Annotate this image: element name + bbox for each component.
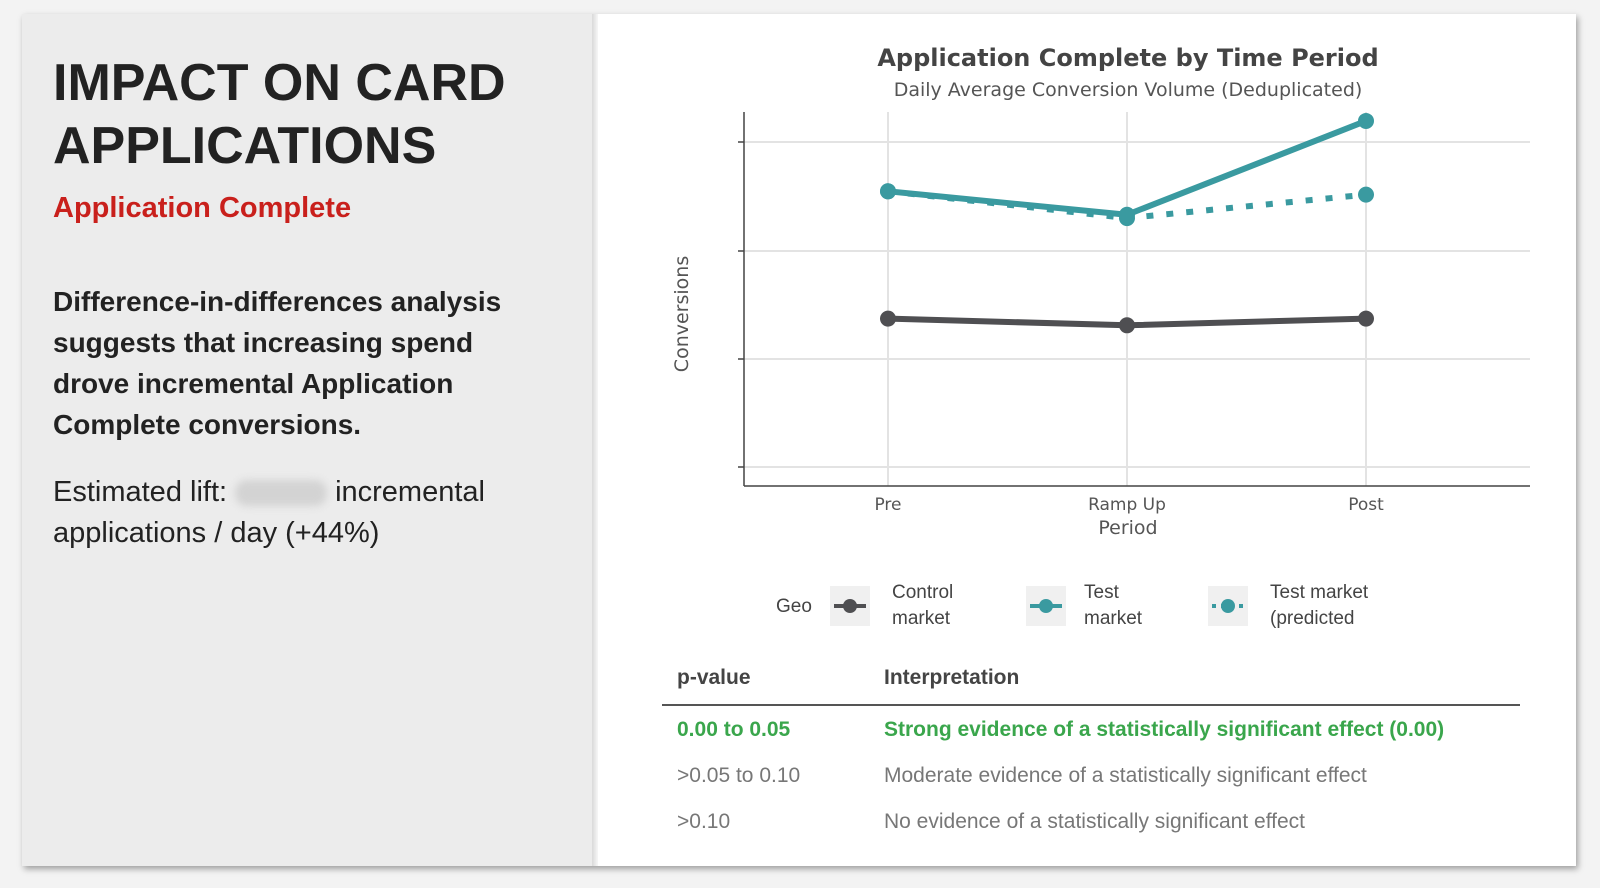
summary-text: Difference-in-differences analysis sugge…	[53, 286, 502, 440]
line-chart: Application Complete by Time Period Dail…	[671, 44, 1530, 539]
legend-label-test-predicted: Test market (predicted	[1270, 582, 1369, 629]
redacted-value	[235, 480, 328, 507]
panel-divider	[592, 14, 598, 866]
legend-key-test-predicted	[1208, 586, 1248, 626]
legend-label-test: Test market	[1084, 582, 1143, 629]
legend-key-test	[1026, 586, 1066, 626]
data-point-test-predicted	[1358, 186, 1374, 203]
data-point-test	[880, 183, 896, 200]
slide: IMPACT ON CARD APPLICATIONS Application …	[22, 14, 1576, 866]
table-row-3-text: No evidence of a statistically significa…	[884, 810, 1305, 833]
data-point-test	[1119, 206, 1135, 223]
table-header-interpretation: Interpretation	[884, 666, 1020, 689]
table-row-3-range: >0.10	[677, 810, 731, 833]
y-axis-label: Conversions	[671, 256, 693, 372]
legend-title: Geo	[776, 596, 812, 617]
table-row-1-range: 0.00 to 0.05	[677, 718, 791, 741]
chart-subtitle: Daily Average Conversion Volume (Dedupli…	[894, 79, 1363, 101]
x-tick-labels: Pre Ramp Up Post	[874, 495, 1384, 515]
legend-label-control: Control market	[892, 582, 954, 629]
table-row-2-range: >0.05 to 0.10	[677, 764, 801, 787]
chart-series	[880, 112, 1374, 334]
x-tick-label: Post	[1348, 495, 1384, 515]
chart-grid	[738, 112, 1530, 486]
table-header-rule	[662, 704, 1520, 706]
data-point-test	[1358, 112, 1374, 129]
data-point-control	[1119, 317, 1135, 334]
data-point-control	[1358, 310, 1374, 327]
table-row-1-text: Strong evidence of a statistically signi…	[884, 718, 1445, 741]
estimated-lift: Estimated lift: incremental applications …	[53, 472, 553, 554]
table-row-2-text: Moderate evidence of a statistically sig…	[884, 764, 1367, 787]
page-title: IMPACT ON CARD APPLICATIONS	[53, 54, 506, 175]
x-axis-label: Period	[1098, 517, 1157, 539]
chart-title: Application Complete by Time Period	[877, 44, 1378, 72]
x-tick-label: Ramp Up	[1088, 495, 1166, 515]
left-panel: IMPACT ON CARD APPLICATIONS Application …	[22, 14, 592, 866]
lift-suffix: incremental applications / day (+44%)	[53, 476, 485, 549]
x-tick-label: Pre	[874, 495, 901, 515]
section-subtitle: Application Complete	[53, 192, 352, 224]
chart-axes	[743, 112, 1530, 487]
lift-prefix: Estimated lift:	[53, 476, 228, 508]
table-header-pvalue: p-value	[677, 666, 751, 689]
data-point-control	[880, 310, 896, 327]
legend-key-control	[830, 586, 870, 626]
chart-panel: Application Complete by Time Period Dail…	[598, 14, 1576, 866]
